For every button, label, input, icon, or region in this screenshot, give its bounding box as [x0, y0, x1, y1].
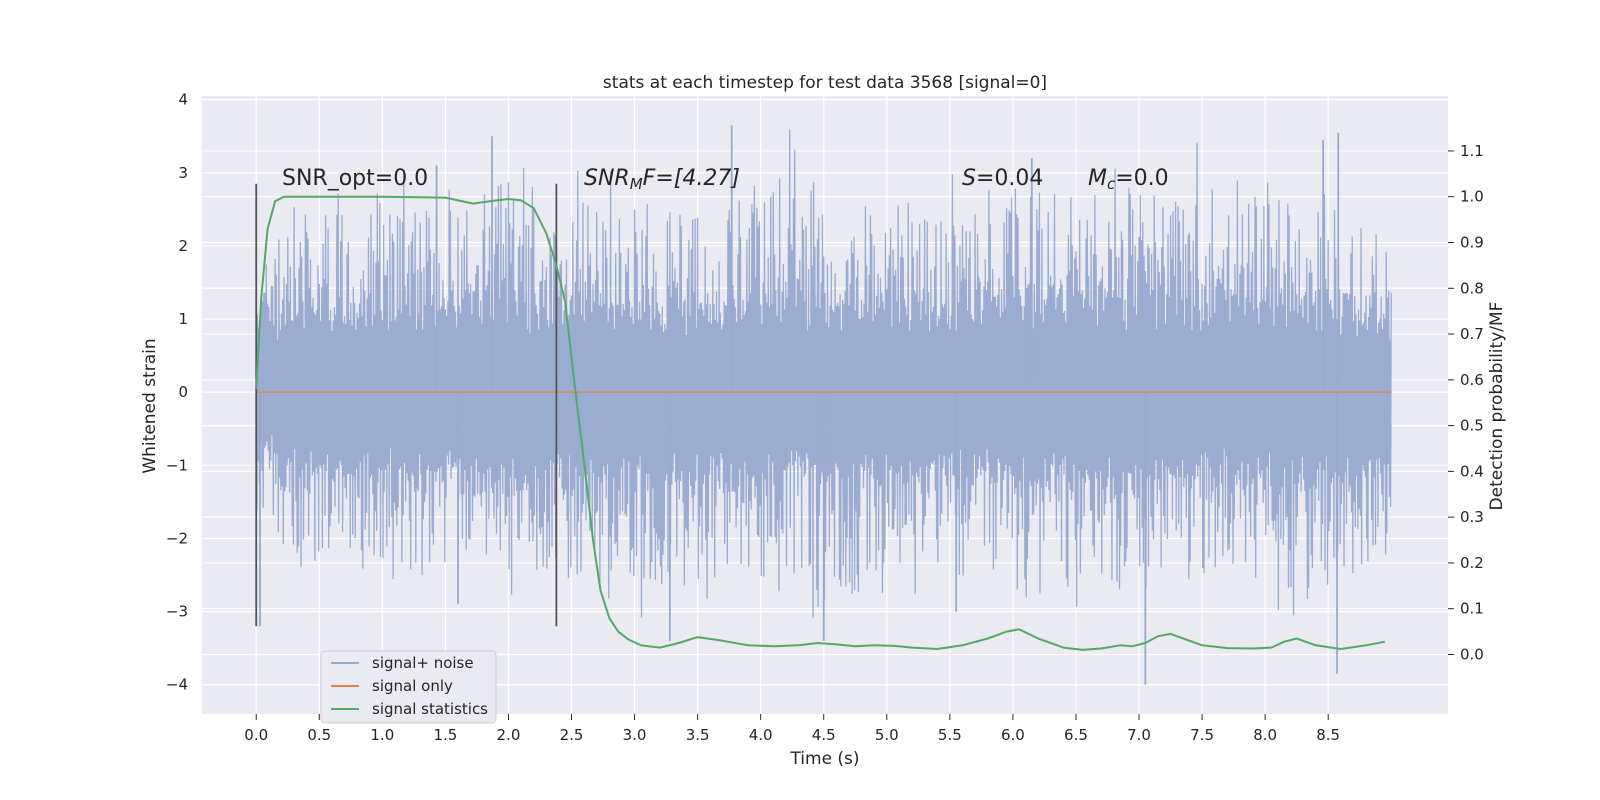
y-tick-2: 2	[178, 237, 188, 255]
x-tick-16: 8.0	[1253, 726, 1277, 744]
x-tick-3: 1.5	[433, 726, 457, 744]
x-tick-1: 0.5	[307, 726, 331, 744]
y-tick-1: 3	[178, 164, 188, 182]
signal-noise-series	[255, 125, 1392, 685]
x-tick-12: 6.0	[1001, 726, 1025, 744]
legend: signal+ noise signal only signal statist…	[320, 650, 497, 724]
y-tick-labels: 4 3 2 1 0 −1 −2 −3 −4	[166, 91, 188, 694]
y2-tick-7: 0.4	[1460, 462, 1484, 480]
x-tick-5: 2.5	[560, 726, 584, 744]
signal-statistics-line	[255, 195, 1386, 651]
y2-tick-10: 0.1	[1460, 600, 1484, 618]
y2-tick-11: 0.0	[1460, 645, 1484, 663]
x-tick-2: 1.0	[370, 726, 394, 744]
mc-annotation: Mc=0.0	[1088, 166, 1169, 193]
snr-opt-annotation: SNR_opt=0.0	[282, 166, 428, 191]
legend-label-signal-only: signal only	[372, 677, 453, 695]
y-tick-6: −2	[166, 529, 188, 547]
y2-tick-4: 0.7	[1460, 325, 1484, 343]
x-axis-label: Time (s)	[789, 749, 859, 769]
y-tick-7: −3	[166, 603, 188, 621]
y2-tick-3: 0.8	[1460, 279, 1484, 297]
signal-noise-line	[255, 129, 1392, 618]
y2-tick-8: 0.3	[1460, 508, 1484, 526]
signal-statistics-series	[255, 195, 1386, 651]
x-tick-10: 5.0	[875, 726, 899, 744]
y-tick-4: 0	[178, 383, 188, 401]
x-tick-14: 7.0	[1127, 726, 1151, 744]
x-tick-11: 5.5	[938, 726, 962, 744]
x-tick-15: 7.5	[1190, 726, 1214, 744]
x-tick-labels: 0.0 0.5 1.0 1.5 2.0 2.5 3.0 3.5 4.0 4.5 5.0 5.5 6.0 6…	[244, 714, 1340, 744]
y2-tick-9: 0.2	[1460, 554, 1484, 572]
legend-box	[320, 650, 497, 724]
y-tick-5: −1	[166, 456, 188, 474]
y2-tick-1: 1.0	[1460, 188, 1484, 206]
x-tick-7: 3.5	[686, 726, 710, 744]
y2-tick-labels: 1.1 1.0 0.9 0.8 0.7 0.6 0.5 0.4 0.3 0.2 0.1 0.0	[1448, 142, 1484, 663]
y-tick-0: 4	[178, 91, 188, 109]
s-annotation: S=0.04	[962, 166, 1043, 191]
x-tick-4: 2.0	[497, 726, 521, 744]
segment-markers	[255, 183, 558, 627]
x-tick-17: 8.5	[1316, 726, 1340, 744]
y-tick-8: −4	[166, 676, 188, 694]
legend-label-signal-statistics: signal statistics	[372, 700, 488, 718]
x-tick-8: 4.0	[749, 726, 773, 744]
chart-title: stats at each timestep for test data 356…	[603, 73, 1047, 93]
y2-tick-2: 0.9	[1460, 233, 1484, 251]
y2-tick-6: 0.5	[1460, 417, 1484, 435]
y-tick-3: 1	[178, 310, 188, 328]
y2-tick-5: 0.6	[1460, 371, 1484, 389]
y2-tick-0: 1.1	[1460, 142, 1484, 160]
x-tick-13: 6.5	[1064, 726, 1088, 744]
x-tick-0: 0.0	[244, 726, 268, 744]
y2-axis-label: Detection probability/MF	[1487, 302, 1507, 511]
y-axis-label: Whitened strain	[140, 338, 160, 473]
legend-label-signal-noise: signal+ noise	[372, 654, 474, 672]
x-tick-9: 4.5	[812, 726, 836, 744]
x-tick-6: 3.0	[623, 726, 647, 744]
snr-mf-annotation: SNRMF=[4.27]	[584, 166, 740, 193]
